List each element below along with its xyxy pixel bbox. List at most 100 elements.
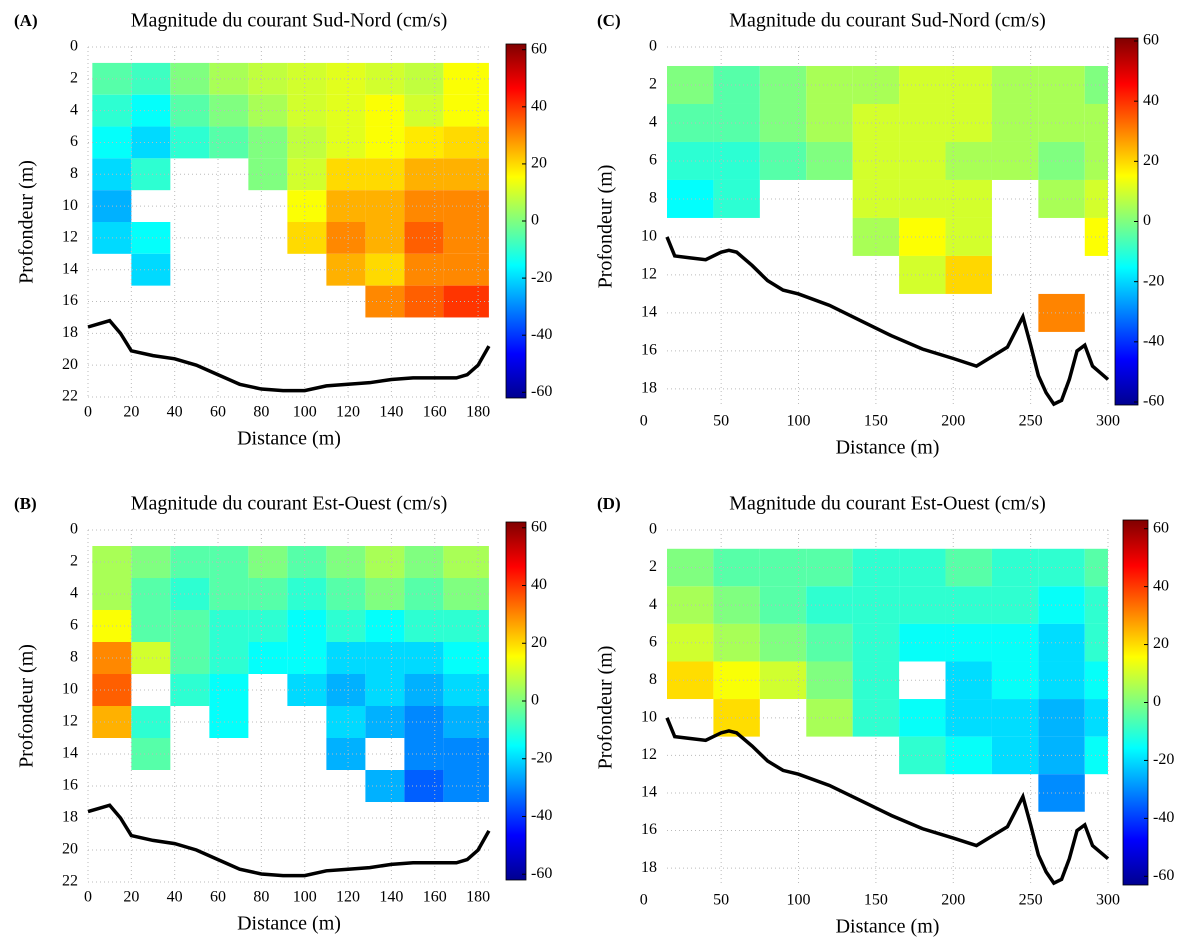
- y-tick-label: 0: [649, 38, 657, 55]
- velocity-cell: [131, 578, 171, 610]
- velocity-cell: [945, 65, 992, 104]
- colorbar-tick-label: -60: [531, 865, 552, 882]
- velocity-cell: [287, 62, 327, 95]
- x-tick-label: 160: [423, 404, 447, 421]
- velocity-cell: [1084, 65, 1108, 104]
- velocity-cell: [92, 578, 132, 610]
- y-tick-label: 4: [70, 585, 78, 602]
- panel-label: (A): [14, 11, 38, 30]
- velocity-cell: [404, 126, 444, 159]
- velocity-cell: [443, 642, 489, 674]
- velocity-cell: [248, 546, 288, 578]
- colorbar-tick-label: -20: [531, 269, 552, 286]
- x-tick-label: 40: [167, 404, 183, 421]
- velocity-cell: [713, 103, 760, 142]
- velocity-cell: [443, 222, 489, 254]
- velocity-cell: [287, 546, 327, 578]
- velocity-cell: [404, 546, 444, 578]
- y-tick-label: 10: [62, 681, 78, 698]
- velocity-cell: [806, 141, 853, 180]
- velocity-cell: [404, 674, 444, 706]
- x-tick-label: 60: [210, 889, 226, 906]
- velocity-cell: [443, 546, 489, 578]
- velocity-cell: [713, 179, 760, 218]
- x-tick-label: 20: [123, 889, 139, 906]
- velocity-cell: [806, 661, 853, 700]
- y-tick-label: 18: [641, 380, 657, 397]
- velocity-cell: [667, 623, 714, 662]
- y-tick-label: 20: [62, 356, 78, 373]
- velocity-cell: [899, 103, 946, 142]
- velocity-cell: [945, 103, 992, 142]
- velocity-cell: [404, 94, 444, 127]
- velocity-cell: [1038, 293, 1085, 332]
- x-tick-label: 120: [336, 889, 360, 906]
- y-tick-label: 12: [62, 229, 78, 246]
- x-tick-label: 100: [787, 413, 811, 430]
- x-tick-label: 120: [336, 404, 360, 421]
- velocity-cell: [443, 770, 489, 802]
- panel-label: (C): [597, 11, 621, 30]
- colorbar-tick-label: 20: [1143, 152, 1159, 169]
- y-tick-label: 6: [70, 617, 78, 634]
- velocity-cell: [131, 126, 171, 159]
- colorbar-tick-label: 20: [531, 634, 547, 651]
- velocity-cell: [713, 699, 760, 737]
- velocity-cell: [945, 661, 992, 700]
- x-tick-label: 0: [84, 404, 92, 421]
- velocity-cell: [92, 222, 132, 254]
- y-tick-label: 16: [62, 292, 78, 309]
- colorbar-tick-label: 40: [1143, 92, 1159, 109]
- y-tick-label: 12: [641, 746, 657, 763]
- velocity-cell: [131, 253, 171, 286]
- velocity-cell: [713, 548, 760, 587]
- velocity-cell: [667, 548, 714, 587]
- y-tick-label: 16: [62, 777, 78, 794]
- y-tick-label: 8: [649, 671, 657, 688]
- velocity-cell: [1084, 699, 1108, 737]
- velocity-cell: [1038, 661, 1085, 700]
- velocity-cell: [899, 699, 946, 737]
- x-tick-label: 100: [293, 889, 317, 906]
- velocity-cell: [287, 674, 327, 706]
- velocity-cell: [1084, 586, 1108, 624]
- colorbar-tick-label: 0: [531, 692, 539, 709]
- colorbar-tick-label: 60: [1153, 519, 1169, 536]
- velocity-cell: [443, 674, 489, 706]
- bottom-line: [665, 717, 1110, 886]
- velocity-cell: [443, 285, 489, 318]
- velocity-cell: [443, 610, 489, 642]
- velocity-cell: [899, 65, 946, 104]
- colorbar-tick-label: -40: [1143, 332, 1164, 349]
- velocity-cell: [806, 103, 853, 142]
- velocity-cell: [899, 255, 946, 294]
- velocity-cell: [287, 222, 327, 254]
- velocity-cell: [899, 548, 946, 587]
- velocity-cell: [1038, 699, 1085, 737]
- velocity-cell: [131, 62, 171, 95]
- y-tick-label: 6: [70, 133, 78, 150]
- panel-label: (D): [597, 494, 621, 513]
- colorbar-tick-label: 20: [531, 155, 547, 172]
- x-tick-label: 200: [941, 892, 965, 909]
- y-tick-label: 16: [641, 342, 657, 359]
- y-axis-label: Profondeur (m): [595, 646, 617, 770]
- velocity-cell: [1084, 141, 1108, 180]
- x-tick-label: 20: [123, 404, 139, 421]
- velocity-cell: [287, 610, 327, 642]
- colorbar-tick-label: -40: [531, 807, 552, 824]
- velocity-cell: [248, 126, 288, 159]
- y-tick-label: 20: [62, 841, 78, 858]
- velocity-cell: [899, 623, 946, 662]
- velocity-cell: [899, 217, 946, 256]
- colorbar-tick-label: -60: [531, 383, 552, 400]
- x-axis-label: Distance (m): [836, 437, 940, 459]
- panel-label: (B): [14, 494, 37, 513]
- y-tick-label: 0: [649, 521, 657, 538]
- velocity-cell: [92, 158, 132, 191]
- colorbar-tick-label: -20: [1153, 751, 1174, 768]
- y-tick-label: 16: [641, 821, 657, 838]
- velocity-cell: [131, 222, 171, 254]
- y-tick-label: 12: [641, 266, 657, 283]
